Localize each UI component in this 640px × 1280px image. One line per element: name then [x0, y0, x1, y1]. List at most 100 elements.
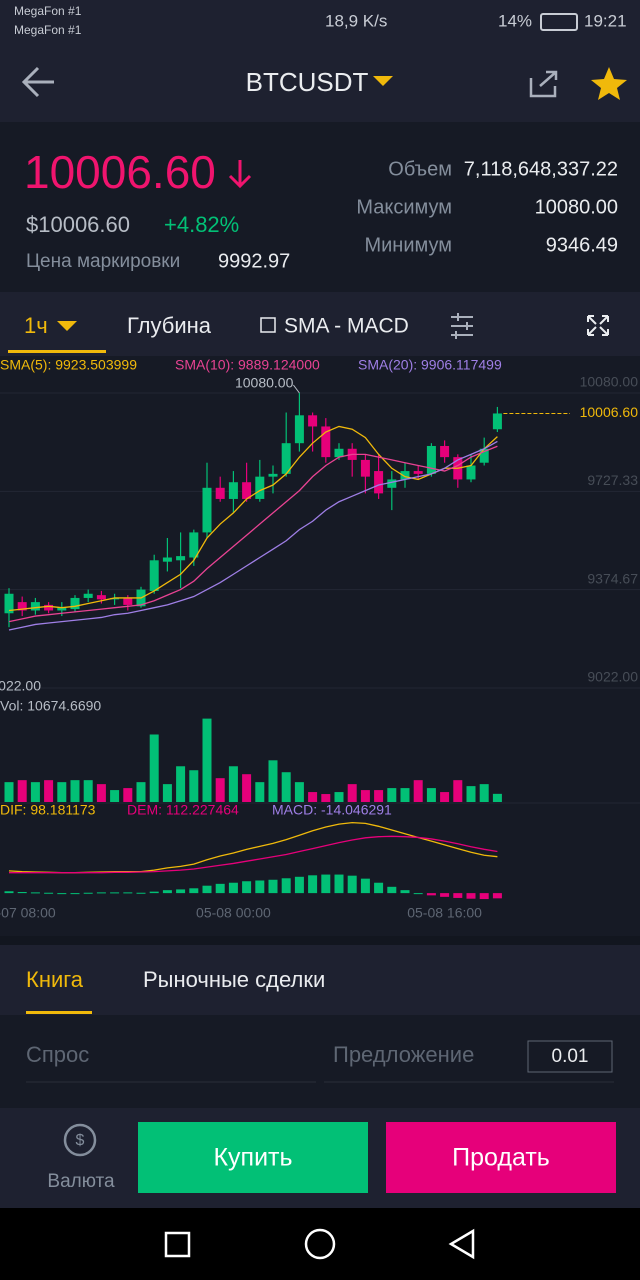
bid-label: Спрос: [26, 1042, 89, 1067]
x-tick-label: 5-07 08:00: [0, 905, 56, 921]
sma-line: [8, 440, 498, 631]
candle-body: [30, 602, 40, 611]
sell-label[interactable]: Продать: [452, 1144, 550, 1172]
candle-body: [281, 443, 291, 474]
candle-body: [400, 471, 410, 480]
volume-bar: [281, 772, 291, 802]
stat-label: Объем: [388, 158, 452, 180]
volume-bar: [189, 770, 199, 802]
depth-tab[interactable]: Глубина: [127, 313, 212, 338]
candle-body: [413, 471, 423, 474]
macd-bar: [413, 893, 423, 895]
legend-entry: DEM: 112.227464: [127, 802, 239, 818]
active-tab-underline: [8, 350, 106, 353]
macd-bar: [347, 875, 357, 894]
macd-bar: [162, 890, 172, 894]
currency-icon[interactable]: [63, 1123, 97, 1157]
macd-bar: [479, 893, 489, 900]
fullscreen-button[interactable]: [587, 315, 609, 336]
volume-bar: [57, 782, 67, 802]
interval-tab[interactable]: 1ч: [24, 313, 48, 338]
volume-bar: [149, 734, 159, 802]
active-tab-underline: [26, 1011, 92, 1014]
candle-body: [189, 532, 199, 558]
book-tab[interactable]: Книга: [26, 967, 84, 992]
back-button[interactable]: [21, 66, 54, 98]
candle-body: [176, 556, 186, 561]
macd-bar: [453, 893, 463, 898]
macd-bar: [360, 878, 370, 894]
net-speed: 18,9 K/s: [325, 11, 387, 30]
volume-bar: [440, 792, 450, 802]
macd-bar: [136, 892, 146, 894]
last-price: 10006.60: [24, 146, 216, 198]
buy-label[interactable]: Купить: [213, 1144, 292, 1172]
precision[interactable]: 0.01: [552, 1046, 589, 1067]
macd-bar: [387, 886, 397, 894]
volume-bar: [215, 778, 225, 802]
macd-bar: [96, 892, 106, 894]
dropdown-icon: [57, 321, 77, 331]
macd-bar: [189, 888, 199, 894]
usd-price: $10006.60: [26, 212, 130, 237]
volume-bar: [176, 766, 186, 802]
recents-button[interactable]: [164, 1231, 191, 1258]
trades-tab[interactable]: Рыночные сделки: [143, 967, 325, 992]
volume-bar: [308, 792, 318, 802]
candle-body: [334, 448, 344, 458]
volume-bar: [4, 782, 14, 802]
indicators-tab[interactable]: SMA - MACD: [284, 315, 409, 338]
candle-body: [44, 604, 54, 611]
candle-body: [374, 471, 384, 494]
y-tick-label: 9374.67: [587, 570, 638, 586]
sell-button[interactable]: [386, 1122, 616, 1193]
candle-body: [255, 476, 265, 499]
buy-button[interactable]: [138, 1122, 368, 1193]
volume-bar: [123, 788, 133, 802]
legend-entry: SMA(10): 9889.124000: [175, 357, 320, 373]
volume-bar: [466, 786, 476, 802]
candle-body: [70, 597, 80, 610]
macd-bar: [149, 891, 159, 894]
back-nav-button[interactable]: [448, 1228, 475, 1260]
battery-icon: [540, 13, 578, 31]
volume-bar: [413, 780, 423, 802]
candle-body: [149, 560, 159, 591]
currency-label[interactable]: Валюта: [47, 1171, 115, 1192]
candle-body: [215, 487, 225, 499]
volume-bar: [96, 784, 106, 802]
volume-bar: [268, 760, 278, 802]
y-tick-label: 9022.00: [587, 669, 638, 685]
macd-bar: [215, 883, 225, 894]
volume-bar: [321, 794, 331, 802]
sma-line: [8, 425, 498, 612]
candle-body: [321, 426, 331, 458]
candle-body: [479, 448, 489, 463]
y-tick-label: 9022.00: [0, 678, 41, 694]
ask-label: Предложение: [333, 1042, 474, 1067]
precision-box[interactable]: [527, 1040, 613, 1073]
candle-body: [123, 597, 133, 605]
volume-bar: [162, 784, 172, 802]
candle-body: [4, 593, 14, 614]
share-button[interactable]: [529, 70, 558, 98]
legend-entry: DIF: 98.181173: [0, 802, 96, 818]
candle-body: [268, 473, 278, 477]
symbol[interactable]: BTCUSDT: [246, 67, 369, 97]
top-bar: [0, 0, 640, 122]
settings-button[interactable]: [451, 313, 473, 339]
book-panel: [0, 1015, 640, 1108]
volume-bar: [228, 766, 238, 802]
home-button[interactable]: [304, 1228, 336, 1260]
toolbar: [0, 292, 640, 356]
candle-body: [17, 602, 27, 611]
candle-body: [492, 413, 502, 430]
favorite-button[interactable]: [591, 67, 627, 100]
macd-bar: [4, 891, 14, 894]
nav-bar: [0, 1208, 640, 1280]
volume-bar: [387, 788, 397, 802]
volume-bar: [479, 784, 489, 802]
y-tick-label: 9727.33: [587, 472, 638, 488]
macd-bar: [202, 885, 212, 894]
x-tick-label: 05-08 00:00: [196, 905, 271, 921]
